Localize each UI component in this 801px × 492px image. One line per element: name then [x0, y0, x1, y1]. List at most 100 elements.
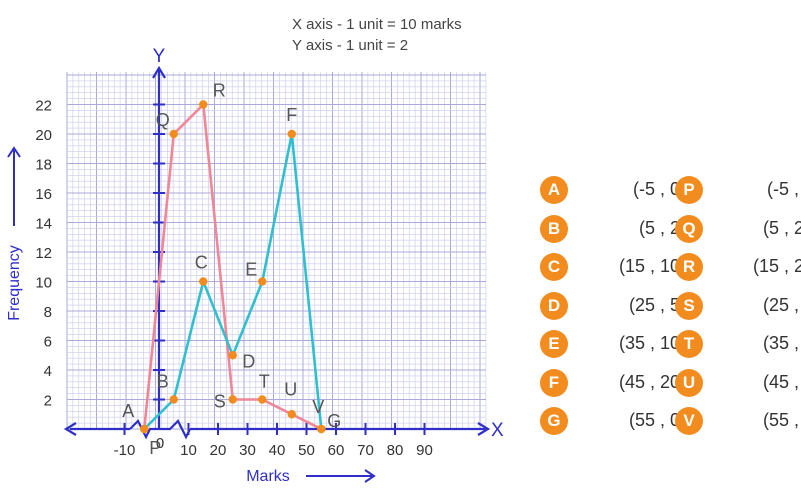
- point-coordinates: (15 , 22): [752, 256, 801, 276]
- y-tick-label: 16: [35, 186, 52, 203]
- point-row-e: E (35 , 10): [540, 330, 686, 358]
- y-tick-label: 6: [44, 334, 52, 351]
- point-coordinates: (45 , 1): [762, 371, 801, 392]
- point-row-v: V (55 , 0): [675, 407, 801, 435]
- data-point-d: [228, 351, 237, 360]
- point-label-c: C: [195, 253, 208, 273]
- point-row-b: B (5 , 2): [540, 214, 686, 243]
- x-tick-label: 50: [298, 442, 315, 459]
- point-label-u: U: [284, 379, 297, 399]
- y-tick-label: 2: [44, 393, 52, 410]
- point-row-a: A (-5 , 0): [540, 176, 686, 204]
- data-point-b: [169, 395, 178, 404]
- x-tick-label: 90: [416, 442, 433, 459]
- x-tick-label: 20: [210, 442, 227, 459]
- point-row-c: C (15 , 10): [540, 253, 686, 281]
- point-row-d: D (25 , 5): [540, 291, 686, 320]
- x-tick-label: 60: [328, 442, 345, 459]
- x-scale-note: X axis - 1 unit = 10 marks: [292, 16, 462, 33]
- x-axis-letter: X: [491, 420, 504, 441]
- grid: [66, 72, 487, 430]
- point-badge: F: [540, 368, 568, 397]
- x-tick-label: 70: [357, 442, 374, 459]
- point-label-r: R: [213, 81, 226, 101]
- x-axis-title: Marks: [246, 468, 290, 485]
- data-point-q: [169, 129, 178, 139]
- point-coordinates: (45 , 20): [618, 371, 686, 392]
- y-tick-label: 20: [35, 127, 52, 144]
- x-tick-label: 30: [239, 442, 256, 459]
- y-axis-letter: Y: [153, 46, 166, 67]
- point-label-t: T: [259, 372, 270, 392]
- data-point-u: [287, 410, 296, 419]
- point-label-e: E: [245, 260, 257, 280]
- x-axis-arrow-left: [63, 422, 77, 436]
- y-tick-label: 22: [35, 98, 52, 115]
- point-coordinates: (25 , 5): [628, 294, 686, 315]
- data-point-e: [258, 277, 267, 286]
- point-coordinates: (25 , 2): [762, 294, 801, 315]
- point-label-g: G: [327, 411, 341, 431]
- point-label-p: P: [149, 438, 161, 458]
- data-point-c: [199, 277, 208, 286]
- point-badge: V: [675, 407, 703, 435]
- point-row-g: G (55 , 0): [540, 407, 686, 435]
- point-coordinates: (-5 , 0): [766, 179, 801, 199]
- y-tick-label: 4: [44, 363, 52, 380]
- point-badge: T: [675, 330, 703, 358]
- point-coordinates: (55 , 0): [628, 410, 686, 430]
- data-point-g: [317, 424, 326, 434]
- point-badge: D: [540, 291, 568, 320]
- point-badge: Q: [675, 214, 703, 243]
- point-coordinates: (5 , 2): [638, 217, 686, 238]
- x-tick-label: 10: [180, 442, 197, 459]
- point-label-q: Q: [156, 110, 170, 130]
- point-badge: S: [675, 291, 703, 320]
- x-tick-label: 80: [387, 442, 404, 459]
- point-row-r: R (15 , 22): [675, 253, 801, 281]
- series-layer: [140, 100, 326, 434]
- point-badge: B: [540, 214, 568, 243]
- y-axis-arrow: [152, 65, 166, 79]
- point-badge: A: [540, 176, 568, 204]
- y-scale-note: Y axis - 1 unit = 2: [292, 37, 409, 54]
- y-axis-title: Frequency: [6, 245, 23, 321]
- y-tick-label: 8: [44, 304, 52, 321]
- data-point-a: [140, 424, 149, 434]
- point-badge: P: [675, 176, 703, 204]
- point-badge: G: [540, 407, 568, 435]
- y-axis-title-arrowhead: [7, 146, 21, 158]
- point-badge: C: [540, 253, 568, 281]
- point-row-u: U (45 , 1): [675, 368, 801, 397]
- point-label-b: B: [157, 372, 169, 392]
- y-tick-label: 10: [35, 275, 52, 292]
- y-tick-label: 12: [35, 245, 52, 262]
- point-coordinates: (15 , 10): [618, 256, 686, 276]
- point-label-d: D: [242, 351, 255, 371]
- x-tick-label: -10: [114, 442, 136, 459]
- point-label-a: A: [122, 401, 134, 421]
- point-row-s: S (25 , 2): [675, 291, 801, 320]
- data-point-f: [287, 129, 296, 139]
- point-label-v: V: [312, 397, 324, 417]
- point-badge: U: [675, 368, 703, 397]
- point-coordinates: (35 , 2): [762, 333, 801, 353]
- point-row-p: P (-5 , 0): [675, 176, 801, 204]
- axes: 2 4 6 8 10 12 14 16 18 20 22 -10 10 20 30 40 50 60 70 80 90 0…: [6, 46, 504, 485]
- data-point-s: [228, 395, 237, 404]
- point-coordinates: (5 , 20): [762, 217, 801, 238]
- point-label-f: F: [286, 105, 297, 125]
- labels-layer: P Q R S T UV A B C D E F G: [122, 81, 341, 459]
- origin-label: 0: [156, 435, 164, 452]
- point-row-f: F (45 , 20): [540, 368, 686, 397]
- point-label-s: S: [214, 392, 226, 412]
- point-badge: E: [540, 330, 568, 358]
- data-point-t: [258, 395, 267, 404]
- x-axis-arrow-right: [477, 422, 491, 436]
- y-tick-label: 18: [35, 157, 52, 174]
- point-row-q: Q (5 , 20): [675, 214, 801, 243]
- x-axis-title-arrowhead: [364, 469, 376, 483]
- point-coordinates: (35 , 10): [618, 333, 686, 353]
- x-tick-label: 40: [269, 442, 286, 459]
